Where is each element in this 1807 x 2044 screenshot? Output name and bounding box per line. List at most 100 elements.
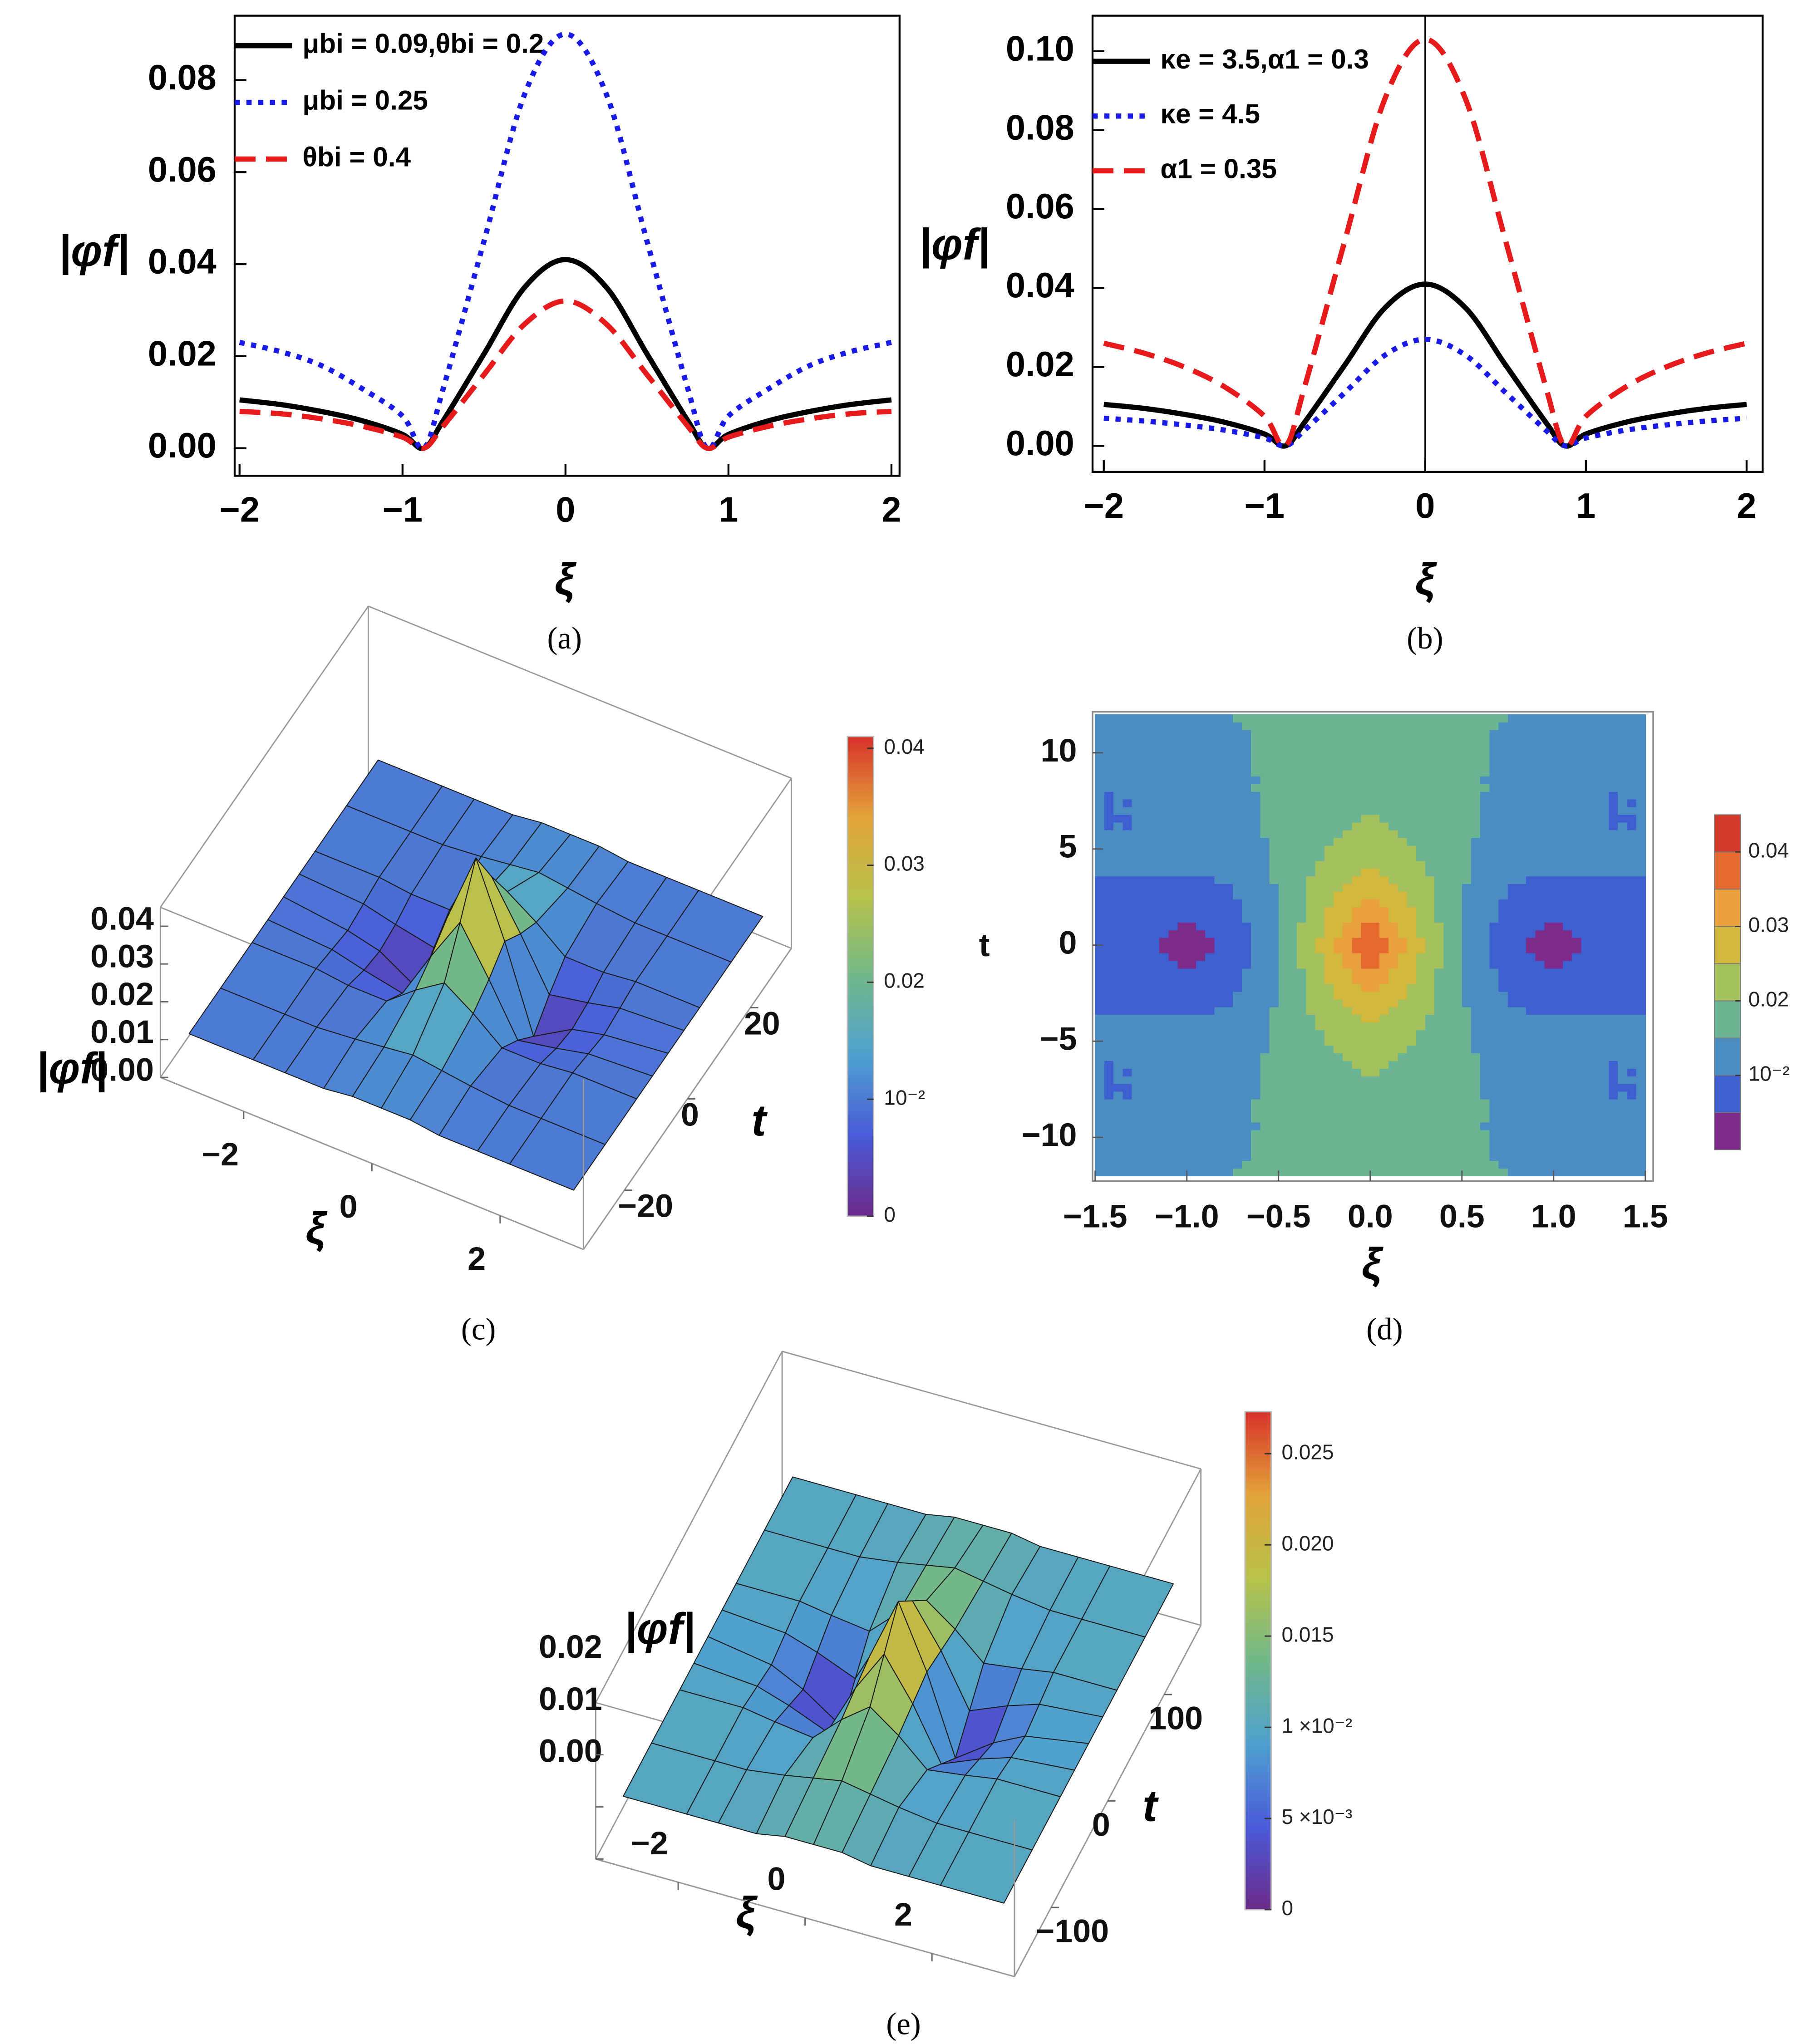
contour-fill xyxy=(1315,1114,1325,1123)
contour-fill xyxy=(1324,853,1334,861)
contour-cell xyxy=(1278,752,1325,792)
contour-fill xyxy=(1159,1037,1169,1046)
contour-fill xyxy=(1205,1052,1215,1061)
contour-fill xyxy=(1187,860,1197,869)
contour-fill xyxy=(1352,929,1362,938)
contour-fill xyxy=(1370,883,1380,892)
contour-cell xyxy=(1553,983,1600,1023)
contour-fill xyxy=(1379,1114,1389,1123)
contour-fill xyxy=(1443,845,1453,854)
contour-fill xyxy=(1480,929,1490,938)
contour-fill xyxy=(1462,945,1472,953)
contour-fill xyxy=(1343,752,1353,761)
contour-fill xyxy=(1168,1007,1178,1015)
contour-fill xyxy=(1113,783,1123,792)
contour-fill xyxy=(1618,1022,1628,1031)
contour-fill xyxy=(1462,868,1472,877)
contour-fill xyxy=(1113,1130,1123,1138)
contour-fill xyxy=(1544,929,1554,938)
contour-fill xyxy=(1471,983,1481,992)
contour-fill xyxy=(1498,853,1508,861)
contour-fill xyxy=(1609,799,1619,807)
contour-fill xyxy=(1187,1007,1197,1015)
contour-fill xyxy=(1223,1076,1233,1084)
contour-fill xyxy=(1462,1068,1472,1076)
contour-fill xyxy=(1563,1029,1573,1038)
contour-fill xyxy=(1507,1037,1518,1046)
contour-fill xyxy=(1370,1083,1380,1092)
contour-fill xyxy=(1388,799,1398,807)
contour-fill xyxy=(1251,999,1261,1007)
contour-fill xyxy=(1517,745,1527,754)
contour-fill xyxy=(1388,837,1398,846)
contour-fill xyxy=(1196,1130,1206,1138)
contour-fill xyxy=(1636,1114,1646,1123)
contour-cell xyxy=(1416,906,1462,946)
contour-fill xyxy=(1168,1083,1178,1092)
contour-fill xyxy=(1113,791,1123,800)
contour-fill xyxy=(1333,883,1344,892)
contour-fill xyxy=(1113,1145,1123,1154)
contour-fill xyxy=(1324,968,1334,977)
contour-fill xyxy=(1581,922,1591,930)
contour-fill xyxy=(1471,768,1481,776)
contour-fill xyxy=(1324,752,1334,761)
series-line xyxy=(1103,37,1748,449)
contour-fill xyxy=(1489,1160,1499,1169)
contour-fill xyxy=(1232,1029,1243,1038)
contour-fill xyxy=(1333,760,1344,769)
contour-fill xyxy=(1609,1160,1619,1169)
contour-fill xyxy=(1425,1122,1435,1130)
contour-fill xyxy=(1434,1029,1444,1038)
contour-fill xyxy=(1251,868,1261,877)
contour-fill xyxy=(1434,806,1444,815)
contour-fill xyxy=(1095,1122,1105,1130)
contour-fill xyxy=(1572,999,1582,1007)
contour-fill xyxy=(1241,737,1252,746)
contour-fill xyxy=(1223,968,1233,977)
contour-fill xyxy=(1489,968,1499,977)
contour-fill xyxy=(1553,976,1564,984)
contour-fill xyxy=(1636,1130,1646,1138)
contour-cell xyxy=(1324,945,1371,984)
contour-fill xyxy=(1297,1122,1307,1130)
contour-fill xyxy=(1489,722,1499,731)
contour-fill xyxy=(1315,845,1325,854)
contour-fill xyxy=(1159,760,1169,769)
contour-fill xyxy=(1343,830,1353,838)
contour-fill xyxy=(1241,1137,1252,1146)
contour-fill xyxy=(1462,899,1472,907)
contour-fill xyxy=(1223,1060,1233,1069)
contour-fill xyxy=(1489,806,1499,815)
contour-fill xyxy=(1196,783,1206,792)
contour-fill xyxy=(1352,776,1362,784)
contour-fill xyxy=(1379,1137,1389,1146)
contour-fill xyxy=(1544,714,1554,723)
contour-fill xyxy=(1553,1160,1564,1169)
contour-fill xyxy=(1150,1052,1160,1061)
contour-fill xyxy=(1379,1007,1389,1015)
contour-fill xyxy=(1343,922,1353,930)
series-line xyxy=(1103,281,1747,449)
contour-fill xyxy=(1223,1052,1233,1061)
contour-fill xyxy=(1425,899,1435,907)
contour-fill xyxy=(1563,976,1573,984)
contour-fill xyxy=(1517,1099,1527,1107)
contour-fill xyxy=(1498,1083,1508,1092)
contour-fill xyxy=(1526,799,1536,807)
contour-fill xyxy=(1287,1137,1298,1146)
contour-fill xyxy=(1177,1014,1187,1023)
contour-fill xyxy=(1443,929,1453,938)
contour-fill xyxy=(1269,822,1279,830)
contour-fill xyxy=(1278,1099,1289,1107)
contour-fill xyxy=(1535,1076,1545,1084)
contour-fill xyxy=(1526,860,1536,869)
contour-fill xyxy=(1278,1037,1289,1046)
contour-fill xyxy=(1132,714,1142,723)
contour-fill xyxy=(1260,776,1270,784)
contour-fill xyxy=(1205,830,1215,838)
contour-fill xyxy=(1452,1007,1462,1015)
contour-fill xyxy=(1187,737,1197,746)
contour-fill xyxy=(1214,960,1224,969)
contour-fill xyxy=(1471,1052,1481,1061)
